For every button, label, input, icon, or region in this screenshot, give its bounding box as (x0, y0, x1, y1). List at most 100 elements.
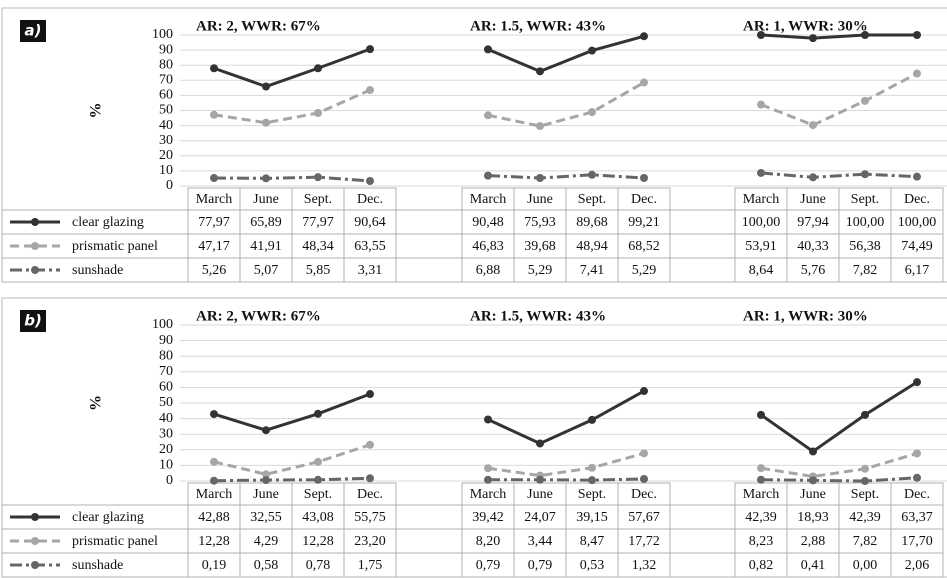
group-title: AR: 1.5, WWR: 43% (470, 18, 606, 34)
y-tick-label: 100 (152, 27, 173, 42)
data-label: 1,32 (632, 558, 657, 573)
data-label: 65,89 (250, 215, 282, 230)
series-line (213, 47, 371, 89)
y-axis-label: % (88, 103, 105, 119)
data-point (861, 464, 869, 473)
x-tick-label: Sept. (304, 487, 332, 502)
data-point (262, 470, 270, 479)
data-point (588, 415, 596, 424)
group-title: AR: 1, WWR: 30% (743, 308, 868, 324)
table-cell (890, 552, 944, 578)
data-label: 46,83 (472, 239, 504, 254)
y-tick-label: 0 (166, 473, 173, 488)
table-cell (617, 257, 671, 283)
table-cell (395, 257, 463, 283)
data-point (536, 67, 544, 76)
data-point (484, 415, 492, 424)
data-point (861, 31, 869, 39)
table-cell (669, 233, 736, 259)
data-label: 8,64 (749, 263, 774, 278)
x-tick-label: Sept. (578, 192, 606, 207)
data-label: 100,00 (898, 215, 937, 230)
x-tick-label: Sept. (578, 487, 606, 502)
data-point (913, 69, 921, 78)
data-point (262, 82, 270, 91)
data-label: 3,44 (528, 534, 553, 549)
series-line (487, 389, 645, 446)
data-point (588, 46, 596, 55)
data-label: 6,17 (905, 263, 930, 278)
data-point (757, 464, 765, 473)
data-point (366, 177, 374, 186)
panel-label-box (20, 310, 46, 332)
y-tick-label: 100 (152, 317, 173, 332)
group-title: AR: 1, WWR: 30% (743, 18, 868, 34)
y-tick-label: 70 (159, 73, 173, 88)
x-tick-label: Dec. (631, 192, 657, 207)
data-point (210, 64, 218, 73)
data-point (210, 457, 218, 466)
data-point (314, 475, 322, 484)
data-label: 5,29 (632, 263, 657, 278)
table-cell (669, 552, 736, 578)
data-label: 77,97 (302, 215, 334, 230)
data-point (484, 111, 492, 120)
data-label: 8,47 (580, 534, 605, 549)
legend-label: prismatic panel (72, 239, 158, 254)
data-point (262, 174, 270, 183)
series-line (213, 476, 371, 483)
data-point (640, 174, 648, 183)
data-label: 42,39 (745, 510, 777, 525)
table-cell (669, 257, 736, 283)
data-label: 23,20 (354, 534, 386, 549)
data-label: 1,75 (358, 558, 383, 573)
data-label: 0,79 (476, 558, 501, 573)
series-line (760, 476, 918, 483)
series-line (760, 72, 918, 127)
table-cell (890, 257, 944, 283)
data-label: 40,33 (797, 239, 829, 254)
series-line (487, 81, 645, 128)
data-point (913, 449, 921, 458)
series-line (760, 171, 918, 179)
data-point (809, 476, 817, 485)
data-point (861, 96, 869, 105)
data-label: 8,20 (476, 534, 501, 549)
legend-marker (31, 218, 39, 226)
data-label: 18,93 (797, 510, 829, 525)
legend-marker (31, 537, 39, 545)
data-label: 8,23 (749, 534, 774, 549)
data-point (210, 174, 218, 183)
y-tick-label: 40 (159, 411, 173, 426)
data-label: 0,19 (202, 558, 227, 573)
data-point (210, 410, 218, 419)
data-point (262, 118, 270, 127)
data-label: 63,37 (901, 510, 933, 525)
data-point (366, 474, 374, 483)
data-point (314, 64, 322, 73)
data-label: 57,67 (628, 510, 660, 525)
x-tick-label: June (527, 192, 553, 207)
data-label: 41,91 (250, 239, 282, 254)
data-label: 4,29 (254, 534, 279, 549)
data-label: 100,00 (846, 215, 885, 230)
data-point (640, 387, 648, 396)
data-point (536, 122, 544, 131)
data-point (640, 449, 648, 458)
data-label: 0,79 (528, 558, 553, 573)
data-point (757, 31, 765, 39)
series-line (213, 443, 371, 476)
y-tick-label: 10 (159, 458, 173, 473)
data-point (366, 440, 374, 449)
y-tick-label: 90 (159, 333, 173, 348)
data-point (484, 171, 492, 180)
data-label: 0,78 (306, 558, 331, 573)
data-label: 48,34 (302, 239, 334, 254)
x-tick-label: Dec. (904, 487, 930, 502)
table-cell (395, 504, 463, 530)
data-label: 100,00 (742, 215, 781, 230)
data-label: 39,68 (524, 239, 556, 254)
y-tick-label: 50 (159, 103, 173, 118)
data-point (913, 31, 921, 39)
x-tick-label: June (800, 192, 826, 207)
